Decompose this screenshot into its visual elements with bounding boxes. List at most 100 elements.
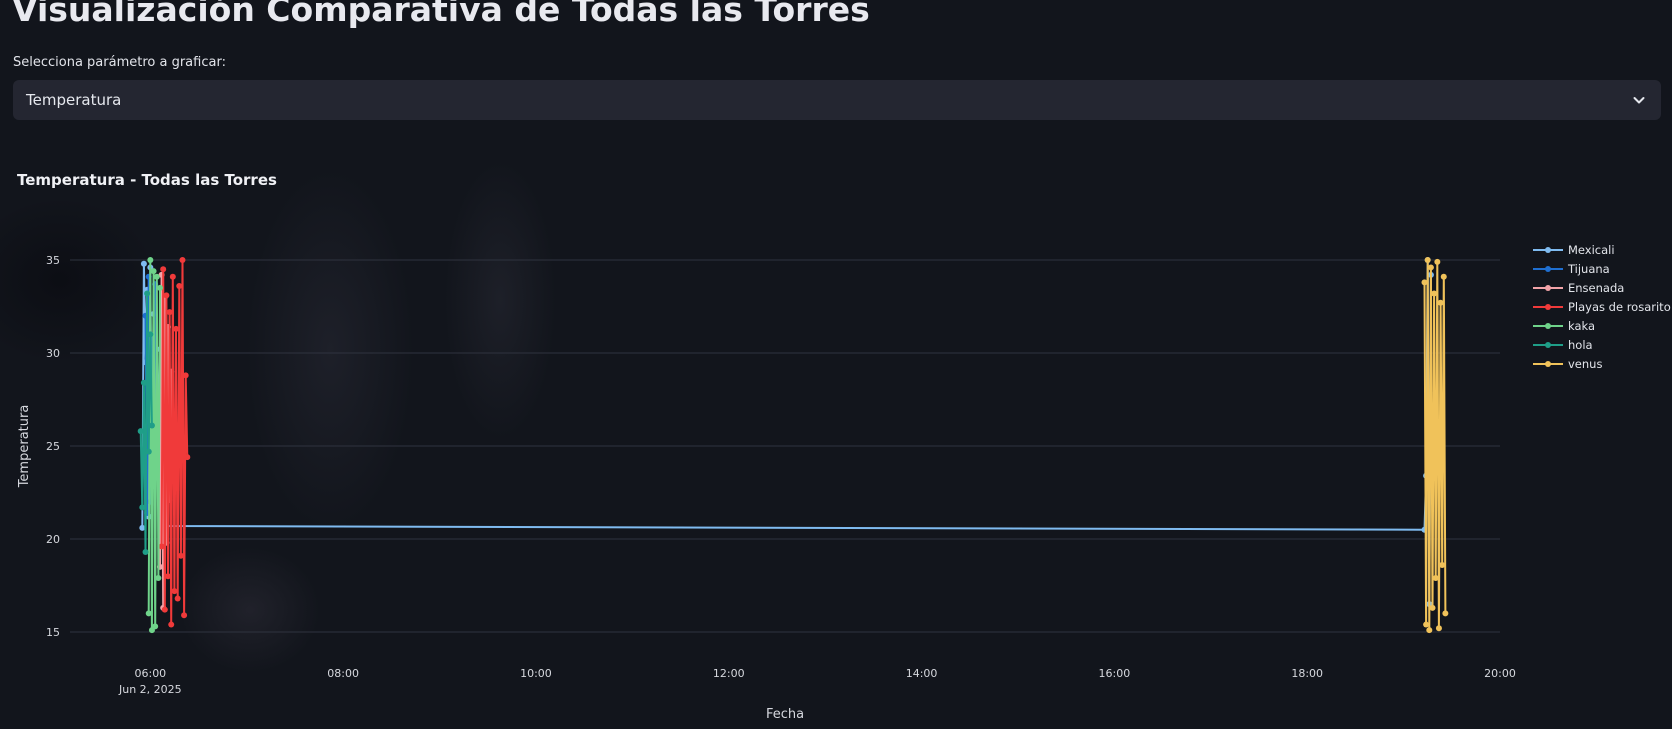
series-line bbox=[147, 259, 161, 632]
data-point bbox=[1440, 273, 1447, 280]
data-point bbox=[176, 283, 183, 290]
data-point bbox=[1427, 264, 1434, 271]
data-point bbox=[150, 268, 157, 275]
legend-label: Tijuana bbox=[1567, 262, 1610, 276]
data-point bbox=[184, 454, 191, 461]
data-point bbox=[144, 290, 151, 297]
data-point bbox=[181, 612, 188, 619]
page-title: Visualización Comparativa de Todas las T… bbox=[12, 0, 870, 29]
legend-item[interactable]: hola bbox=[1533, 338, 1593, 352]
data-point bbox=[1421, 279, 1428, 286]
legend-swatch-marker bbox=[1545, 361, 1551, 367]
data-point bbox=[140, 260, 147, 267]
legend-swatch-marker bbox=[1545, 247, 1551, 253]
data-point bbox=[1435, 625, 1442, 632]
select-value: Temperatura bbox=[26, 91, 122, 109]
data-point bbox=[169, 273, 176, 280]
legend[interactable]: Mexicali Tijuana Ensenada Playas de rosarit… bbox=[1533, 243, 1671, 371]
data-point bbox=[1431, 290, 1438, 297]
data-point bbox=[137, 428, 144, 435]
legend-item[interactable]: Tijuana bbox=[1533, 262, 1610, 276]
data-point bbox=[173, 325, 180, 332]
data-point bbox=[142, 549, 149, 556]
legend-item[interactable]: Mexicali bbox=[1533, 243, 1615, 257]
chevron-down-icon bbox=[1633, 97, 1645, 104]
data-point bbox=[147, 331, 154, 338]
data-point bbox=[1429, 604, 1436, 611]
plot-area bbox=[137, 257, 1449, 634]
series-line bbox=[141, 259, 1432, 606]
chart-title: Temperatura - Todas las Torres bbox=[17, 171, 277, 189]
data-point bbox=[1426, 627, 1433, 634]
x-tick-label: 14:00 bbox=[906, 667, 938, 680]
legend-label: Ensenada bbox=[1568, 281, 1624, 295]
series-line bbox=[1423, 259, 1447, 632]
axes: 15 20 25 30 35 06:00 08:00 10:00 12:00 14:00 16:00… bbox=[17, 254, 1516, 722]
x-tick-label: 10:00 bbox=[520, 667, 552, 680]
legend-swatch-marker bbox=[1545, 304, 1551, 310]
data-point bbox=[148, 422, 155, 429]
legend-label: Mexicali bbox=[1568, 243, 1615, 257]
legend-item[interactable]: Playas de rosarito bbox=[1533, 300, 1671, 314]
data-point bbox=[160, 266, 167, 273]
data-point bbox=[139, 504, 146, 511]
legend-label: venus bbox=[1568, 357, 1602, 371]
data-point bbox=[1434, 258, 1441, 265]
data-point bbox=[161, 606, 168, 613]
data-point bbox=[165, 573, 172, 580]
data-point bbox=[139, 524, 146, 531]
legend-swatch-marker bbox=[1545, 266, 1551, 272]
data-point bbox=[1423, 621, 1430, 628]
y-tick-label: 25 bbox=[46, 440, 60, 453]
x-tick-label: 20:00 bbox=[1484, 667, 1516, 680]
grid bbox=[70, 259, 1500, 633]
y-axis-title: Temperatura bbox=[17, 405, 32, 489]
legend-item[interactable]: venus bbox=[1533, 357, 1602, 371]
data-point bbox=[153, 273, 160, 280]
legend-label: hola bbox=[1568, 338, 1593, 352]
data-point bbox=[156, 284, 163, 291]
x-tick-label: 08:00 bbox=[327, 667, 359, 680]
parameter-select[interactable]: Temperatura bbox=[13, 80, 1661, 120]
y-tick-label: 35 bbox=[46, 254, 60, 267]
y-tick-label: 30 bbox=[46, 347, 60, 360]
series-line bbox=[139, 292, 153, 553]
data-point bbox=[171, 588, 178, 595]
y-tick-label: 20 bbox=[46, 533, 60, 546]
x-axis-title: Fecha bbox=[766, 707, 804, 722]
legend-item[interactable]: Ensenada bbox=[1533, 281, 1624, 295]
x-tick-label: 12:00 bbox=[713, 667, 745, 680]
data-point bbox=[1439, 562, 1446, 569]
data-point bbox=[145, 610, 152, 617]
legend-swatch-marker bbox=[1545, 285, 1551, 291]
data-point bbox=[145, 448, 152, 455]
data-point bbox=[152, 623, 159, 630]
data-point bbox=[174, 595, 181, 602]
legend-swatch-marker bbox=[1545, 323, 1551, 329]
x-tick-label: 06:00 bbox=[134, 667, 166, 680]
data-point bbox=[179, 257, 186, 263]
series-line bbox=[160, 259, 189, 626]
data-point bbox=[1432, 575, 1439, 582]
data-point bbox=[1442, 610, 1449, 617]
legend-item[interactable]: kaka bbox=[1533, 319, 1595, 333]
data-point bbox=[177, 552, 184, 559]
x-date-label: Jun 2, 2025 bbox=[118, 683, 182, 696]
x-tick-label: 16:00 bbox=[1099, 667, 1131, 680]
data-point bbox=[182, 372, 189, 379]
data-point bbox=[158, 543, 165, 550]
data-point bbox=[1437, 299, 1444, 306]
select-label: Selecciona parámetro a graficar: bbox=[13, 55, 226, 70]
data-point bbox=[1424, 257, 1431, 263]
data-point bbox=[147, 257, 154, 263]
legend-swatch-marker bbox=[1545, 342, 1551, 348]
data-point bbox=[163, 292, 170, 299]
data-point bbox=[155, 575, 162, 582]
data-point bbox=[166, 309, 173, 316]
legend-label: Playas de rosarito bbox=[1568, 300, 1671, 314]
x-tick-label: 18:00 bbox=[1291, 667, 1323, 680]
data-point bbox=[168, 621, 175, 628]
data-point bbox=[140, 379, 147, 386]
